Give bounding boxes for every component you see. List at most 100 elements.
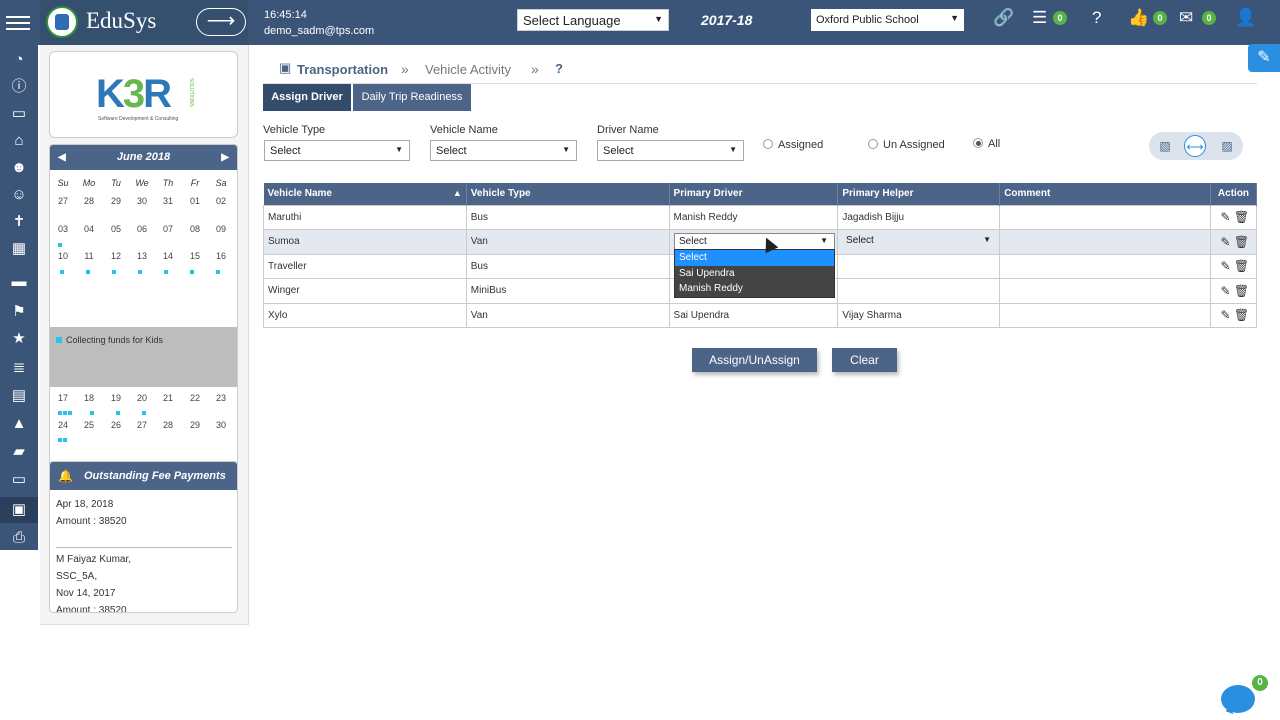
radio-circle[interactable] bbox=[763, 139, 773, 149]
users-icon[interactable]: ☺ bbox=[11, 186, 27, 203]
mail-icon[interactable]: ✉ bbox=[1179, 8, 1194, 27]
thumbs-up-icon[interactable]: 👍 bbox=[1128, 8, 1150, 27]
tab-assign-driver[interactable]: Assign Driver bbox=[263, 84, 351, 111]
edit-pencil-icon[interactable]: ✎ bbox=[1220, 283, 1231, 298]
school-select[interactable]: Oxford Public School ▼ bbox=[811, 9, 964, 31]
calendar-event[interactable]: Collecting funds for Kids bbox=[50, 327, 237, 387]
calendar-day[interactable]: 04 bbox=[83, 224, 94, 234]
edit-pencil-icon[interactable]: ✎ bbox=[1220, 259, 1231, 274]
calendar-day[interactable]: 19 bbox=[110, 393, 121, 403]
calendar-day[interactable]: 25 bbox=[83, 420, 94, 430]
driver-name-select[interactable]: Select ▼ bbox=[597, 140, 744, 161]
prev-month-icon[interactable]: ◀ bbox=[58, 152, 66, 163]
breadcrumb-section[interactable]: Transportation bbox=[297, 62, 389, 77]
clear-button[interactable]: Clear bbox=[832, 348, 897, 372]
trash-icon[interactable]: 🗑 bbox=[1233, 234, 1250, 249]
trash-icon[interactable]: 🗑 bbox=[1233, 210, 1250, 225]
graduation-cap-icon[interactable]: ▲ bbox=[11, 415, 27, 432]
pdf-icon[interactable]: ▨ bbox=[1221, 139, 1233, 153]
primary-helper-select[interactable]: Select ▼ bbox=[842, 233, 997, 250]
calendar-day[interactable]: 17 bbox=[57, 393, 68, 403]
dashboard-icon[interactable]: ◔ bbox=[14, 51, 24, 68]
calendar-day[interactable]: 02 bbox=[215, 196, 226, 206]
bus-icon[interactable]: ▣ bbox=[0, 497, 38, 523]
list-ul-icon[interactable]: ≣ bbox=[12, 359, 26, 376]
bed-icon[interactable]: ▭ bbox=[11, 471, 27, 488]
arrow-right-icon[interactable]: ⟶ bbox=[196, 8, 246, 36]
credit-card-icon[interactable]: ▬ bbox=[11, 273, 27, 290]
list-icon[interactable]: ☰ bbox=[1032, 8, 1048, 27]
calendar-day[interactable]: 13 bbox=[136, 251, 147, 261]
column-header-primary-driver[interactable]: Primary Driver bbox=[669, 183, 839, 205]
calendar-day[interactable]: 03 bbox=[57, 224, 68, 234]
column-header-comment[interactable]: Comment bbox=[999, 183, 1211, 205]
calendar-day[interactable]: 12 bbox=[110, 251, 121, 261]
radio-all[interactable]: All bbox=[973, 138, 1000, 150]
calendar-day[interactable]: 15 bbox=[189, 251, 200, 261]
link-icon[interactable]: 🔗 bbox=[993, 8, 1015, 27]
vehicle-type-select[interactable]: Select ▼ bbox=[264, 140, 410, 161]
calendar-day[interactable]: 30 bbox=[215, 420, 226, 430]
calendar-day[interactable]: 24 bbox=[57, 420, 68, 430]
calculator-icon[interactable]: ▦ bbox=[11, 240, 27, 257]
calendar-day[interactable]: 28 bbox=[83, 196, 94, 206]
calendar-day[interactable]: 23 bbox=[215, 393, 226, 403]
calendar-day[interactable]: 26 bbox=[110, 420, 121, 430]
calendar-day[interactable]: 05 bbox=[110, 224, 121, 234]
trash-icon[interactable]: 🗑 bbox=[1233, 308, 1250, 323]
excel-icon[interactable]: ▧ bbox=[1159, 139, 1171, 153]
print-icon[interactable]: ⎙ bbox=[12, 529, 25, 546]
user-icon[interactable]: 👤 bbox=[1235, 8, 1257, 27]
calendar-day[interactable]: 20 bbox=[136, 393, 147, 403]
calendar-day[interactable]: 01 bbox=[189, 196, 200, 206]
star-icon[interactable]: ★ bbox=[12, 330, 26, 347]
edit-pencil-icon[interactable]: ✎ bbox=[1220, 234, 1231, 249]
calendar-day[interactable]: 16 bbox=[215, 251, 226, 261]
sort-up-icon[interactable]: ▲ bbox=[452, 188, 462, 199]
column-header-vehicle-type[interactable]: Vehicle Type bbox=[466, 183, 670, 205]
info-icon[interactable]: ⓘ bbox=[11, 78, 27, 95]
help-icon[interactable]: ? bbox=[1092, 8, 1102, 27]
calendar-day[interactable]: 10 bbox=[57, 251, 68, 261]
radio-circle-checked[interactable] bbox=[973, 138, 983, 148]
dropdown-option[interactable]: Manish Reddy bbox=[679, 283, 743, 294]
dropdown-option[interactable]: Sai Upendra bbox=[679, 267, 735, 279]
help-icon[interactable]: ? bbox=[555, 61, 563, 76]
calendar-day[interactable]: 08 bbox=[189, 224, 200, 234]
column-header-primary-helper[interactable]: Primary Helper bbox=[837, 183, 1001, 205]
calendar-day[interactable]: 07 bbox=[162, 224, 173, 234]
calendar-day[interactable]: 31 bbox=[162, 196, 173, 206]
calendar-day[interactable]: 29 bbox=[110, 196, 121, 206]
document-icon[interactable]: ▤ bbox=[11, 387, 27, 404]
calendar-day[interactable]: 09 bbox=[215, 224, 226, 234]
edit-pencil-icon[interactable]: ✎ bbox=[1220, 210, 1231, 225]
monitor-icon[interactable]: ▭ bbox=[11, 105, 27, 122]
calendar-day[interactable]: 18 bbox=[83, 393, 94, 403]
tab-daily-trip-readiness[interactable]: Daily Trip Readiness bbox=[353, 84, 471, 111]
edit-pencil-icon[interactable]: ✎ bbox=[1220, 308, 1231, 323]
calendar-day[interactable]: 11 bbox=[84, 251, 94, 261]
radio-circle[interactable] bbox=[868, 139, 878, 149]
book-icon[interactable]: ▰ bbox=[13, 443, 25, 460]
assign-unassign-button[interactable]: Assign/UnAssign bbox=[692, 348, 817, 372]
calendar-day[interactable]: 22 bbox=[189, 393, 200, 403]
chat-bubble-icon[interactable] bbox=[1221, 685, 1255, 713]
calendar-day[interactable]: 06 bbox=[136, 224, 147, 234]
calendar-day[interactable]: 30 bbox=[136, 196, 147, 206]
primary-driver-select[interactable]: Select ▼ bbox=[674, 233, 835, 250]
user-group-icon[interactable]: ☻ bbox=[11, 159, 27, 176]
paint-brush-icon[interactable]: ✎ bbox=[1248, 44, 1280, 72]
trash-icon[interactable]: 🗑 bbox=[1233, 283, 1250, 298]
trash-icon[interactable]: 🗑 bbox=[1233, 259, 1250, 274]
dropdown-option[interactable]: Select bbox=[675, 250, 834, 266]
column-header-vehicle-name[interactable]: Vehicle Name ▲ bbox=[263, 183, 467, 205]
institution-icon[interactable]: ⌂ bbox=[14, 132, 24, 149]
calendar-day[interactable]: 27 bbox=[136, 420, 147, 430]
radio-assigned[interactable]: Assigned bbox=[763, 139, 823, 151]
menu-icon[interactable] bbox=[6, 12, 30, 32]
calendar-day[interactable]: 28 bbox=[162, 420, 173, 430]
flag-icon[interactable]: ⚑ bbox=[12, 303, 26, 320]
calendar-day[interactable]: 27 bbox=[57, 196, 68, 206]
calendar-day[interactable]: 29 bbox=[189, 420, 200, 430]
calendar-day[interactable]: 14 bbox=[162, 251, 173, 261]
